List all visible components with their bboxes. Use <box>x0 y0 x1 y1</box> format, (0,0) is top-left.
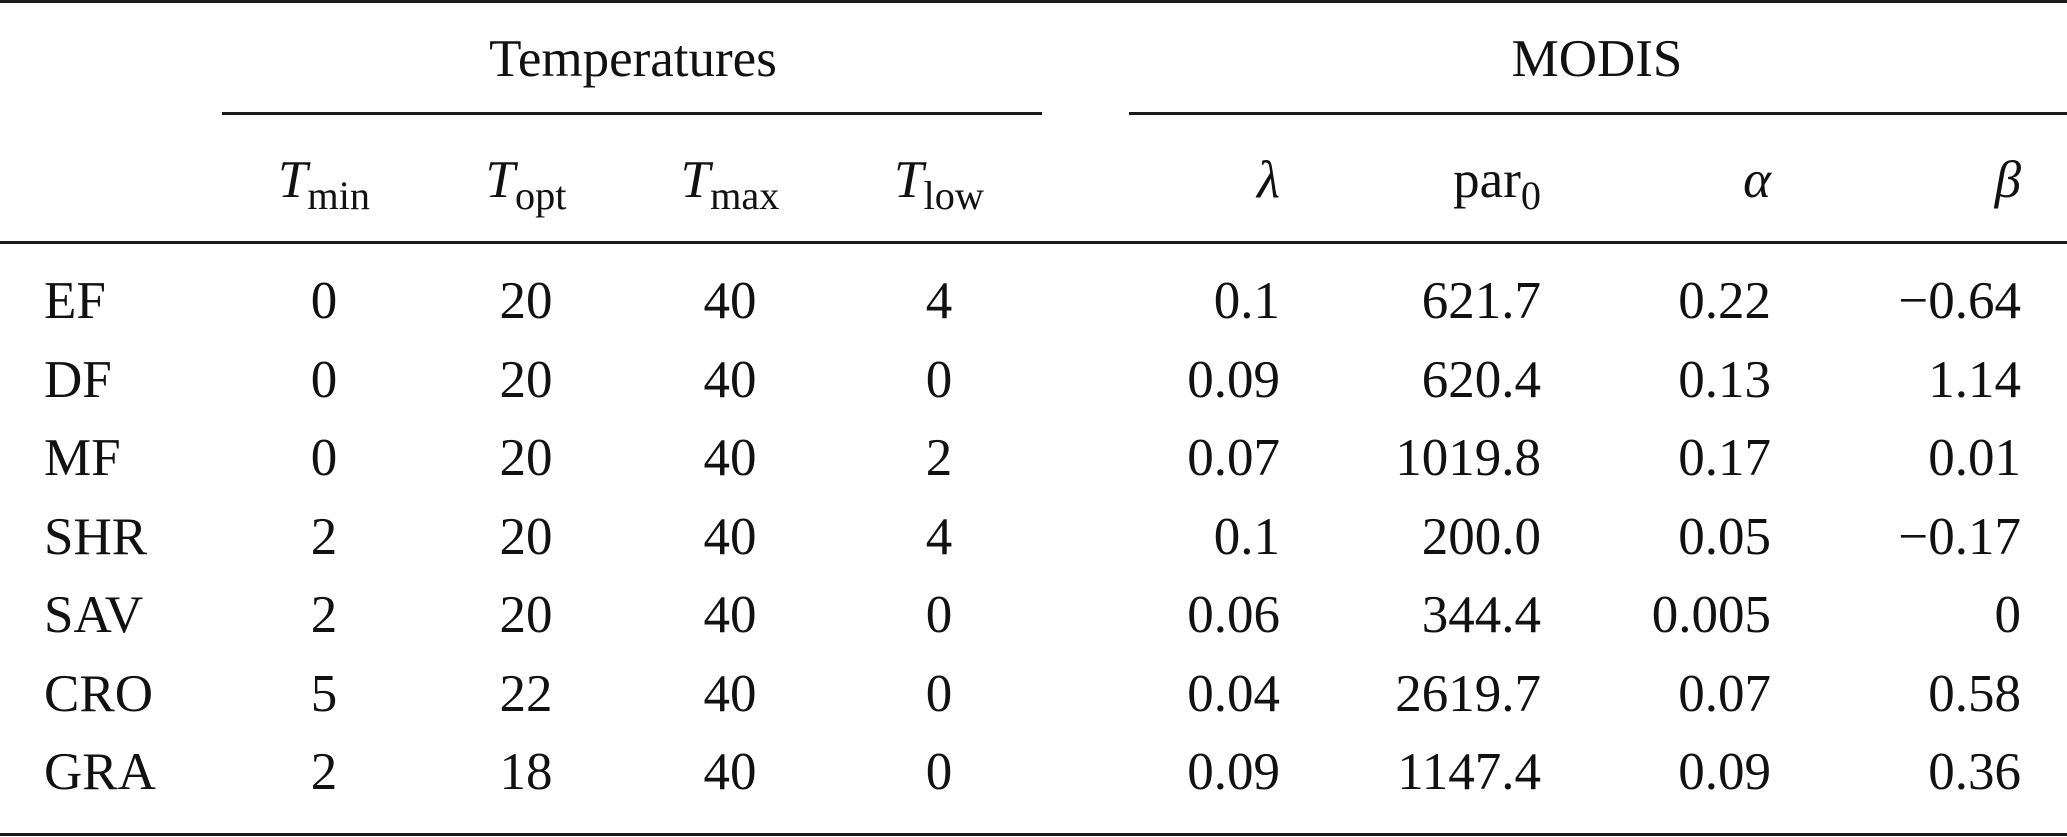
table-cell: 0.07 <box>1187 429 1280 487</box>
header-rule <box>0 241 2067 244</box>
column-symbol: α <box>1743 151 1771 209</box>
table-cell: 0.05 <box>1678 508 1771 566</box>
table-cell: 1019.8 <box>1395 429 1541 487</box>
column-symbol: T <box>680 151 711 209</box>
table-cell: 20 <box>499 508 553 566</box>
table-cell: 2619.7 <box>1395 665 1541 723</box>
table-cell: 0.09 <box>1187 351 1280 409</box>
column-header-3: Tmax <box>680 151 780 216</box>
row-label: GRA <box>44 743 156 801</box>
table-cell: 18 <box>499 743 553 801</box>
table-cell: 0 <box>310 351 338 409</box>
modis-group-rule <box>1129 112 2067 115</box>
column-subscript: opt <box>515 173 567 219</box>
column-header-7: α <box>1743 154 1771 207</box>
group-header-modis: MODIS <box>1511 30 1683 88</box>
row-label: SHR <box>44 508 148 566</box>
table-cell: 0.58 <box>1928 665 2021 723</box>
column-symbol: T <box>277 151 308 209</box>
table-cell: 200.0 <box>1421 508 1541 566</box>
column-subscript: low <box>923 173 984 219</box>
table-cell: −0.64 <box>1898 272 2021 330</box>
table-cell: 0.04 <box>1187 665 1280 723</box>
table-cell: 1.14 <box>1928 351 2021 409</box>
column-subscript: 0 <box>1520 173 1541 219</box>
table-cell: −0.17 <box>1898 508 2021 566</box>
table-cell: 2 <box>310 743 338 801</box>
table-cell: 0.005 <box>1651 586 1771 644</box>
column-symbol: T <box>894 151 924 209</box>
table-cell: 22 <box>499 665 553 723</box>
table-cell: 4 <box>925 272 953 330</box>
table-cell: 0.01 <box>1928 429 2021 487</box>
column-symbol: par <box>1453 151 1521 209</box>
table-cell: 0 <box>925 351 953 409</box>
row-label: SAV <box>44 586 144 644</box>
table-cell: 40 <box>703 429 757 487</box>
top-rule <box>0 0 2067 3</box>
column-header-1: Tmin <box>277 151 370 216</box>
table-cell: 40 <box>703 665 757 723</box>
table-cell: 1147.4 <box>1397 743 1541 801</box>
table-cell: 0 <box>925 586 953 644</box>
table-cell: 5 <box>310 665 338 723</box>
table-cell: 20 <box>499 586 553 644</box>
table-cell: 0.1 <box>1213 508 1280 566</box>
table-cell: 20 <box>499 272 553 330</box>
table-cell: 621.7 <box>1421 272 1541 330</box>
column-symbol: β <box>1994 151 2021 209</box>
table-cell: 40 <box>703 351 757 409</box>
table-cell: 0.36 <box>1928 743 2021 801</box>
table-cell: 0 <box>925 743 953 801</box>
column-subscript: min <box>307 173 371 219</box>
row-label: EF <box>44 272 106 330</box>
bottom-rule <box>0 833 2067 836</box>
row-label: CRO <box>44 665 153 723</box>
column-header-8: β <box>1995 154 2021 207</box>
table-cell: 0.06 <box>1187 586 1280 644</box>
column-header-5: λ <box>1257 154 1280 207</box>
table-cell: 40 <box>703 508 757 566</box>
table-cell: 2 <box>925 429 953 487</box>
group-header-temperatures: Temperatures <box>489 30 777 88</box>
column-header-6: par0 <box>1453 151 1541 216</box>
row-label: MF <box>44 429 121 487</box>
column-header-4: Tlow <box>894 151 984 216</box>
table-cell: 0 <box>310 272 338 330</box>
table-cell: 40 <box>703 272 757 330</box>
table-cell: 40 <box>703 743 757 801</box>
table-cell: 0 <box>1994 586 2022 644</box>
table-cell: 40 <box>703 586 757 644</box>
table-cell: 0 <box>925 665 953 723</box>
table-cell: 0.17 <box>1678 429 1771 487</box>
table-cell: 0.09 <box>1678 743 1771 801</box>
table-cell: 2 <box>310 508 338 566</box>
column-symbol: T <box>485 151 516 209</box>
column-symbol: λ <box>1257 151 1280 209</box>
table-cell: 0.13 <box>1678 351 1771 409</box>
row-label: DF <box>44 351 112 409</box>
table-cell: 620.4 <box>1421 351 1541 409</box>
table-cell: 0.22 <box>1678 272 1771 330</box>
table-cell: 0.1 <box>1213 272 1280 330</box>
table-cell: 0.07 <box>1678 665 1771 723</box>
table-cell: 0.09 <box>1187 743 1280 801</box>
table-cell: 4 <box>925 508 953 566</box>
table-cell: 344.4 <box>1421 586 1541 644</box>
column-subscript: max <box>710 173 780 219</box>
temperatures-group-rule <box>222 112 1042 115</box>
table-cell: 2 <box>310 586 338 644</box>
table-cell: 0 <box>310 429 338 487</box>
table-cell: 20 <box>499 351 553 409</box>
table-cell: 20 <box>499 429 553 487</box>
column-header-2: Topt <box>485 151 567 216</box>
